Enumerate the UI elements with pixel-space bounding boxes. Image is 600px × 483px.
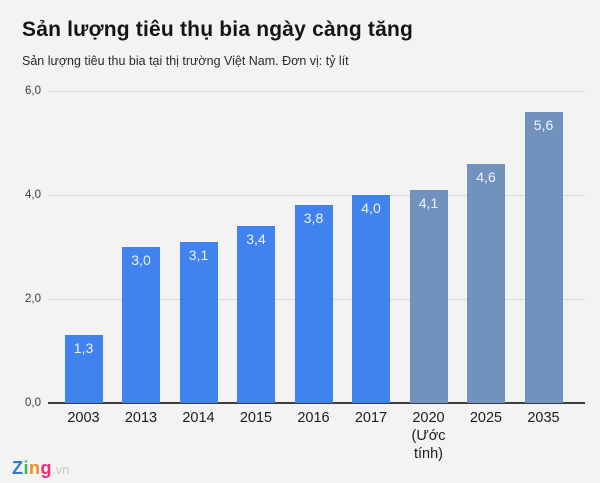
bar-value-label: 3,8 [303, 210, 324, 226]
x-axis-label: 2013 [124, 410, 158, 426]
x-axis-baseline [48, 402, 585, 404]
x-axis-label: 2015 [239, 410, 273, 426]
x-axis-label: 2020 (Ước tính) [411, 410, 446, 463]
x-axis-label: 2016 [297, 410, 330, 426]
bar-2003: 1,3 [64, 335, 103, 403]
gridline [48, 195, 585, 196]
bar-2035: 5,6 [524, 112, 563, 403]
bar-value-label: 4,1 [418, 195, 439, 211]
logo-letter: i [23, 458, 30, 478]
x-axis-label: 2017 [354, 410, 388, 426]
y-axis-tick-label: 0,0 [25, 397, 41, 409]
bar-2017: 4,0 [352, 195, 390, 403]
logo-letter: g [40, 458, 53, 478]
chart-subtitle: Sản lượng tiêu thu bia tại thị trường Vi… [22, 54, 349, 68]
bar-value-label: 3,0 [131, 252, 151, 268]
bar-value-label: 4,0 [361, 200, 381, 216]
logo-suffix: .vn [52, 462, 70, 477]
x-axis-label: 2014 [182, 410, 215, 426]
logo-letter: n [29, 458, 41, 478]
logo-letter: Z [12, 458, 24, 478]
bar-value-label: 5,6 [533, 117, 554, 133]
zing-vn-logo: Zing.vn [12, 458, 69, 479]
bar-2016: 3,8 [294, 205, 333, 403]
y-axis-tick-label: 4,0 [25, 189, 41, 201]
chart-title: Sản lượng tiêu thụ bia ngày càng tăng [22, 18, 414, 41]
gridline [48, 91, 585, 92]
bar-value-label: 1,3 [73, 340, 94, 356]
y-axis-tick-label: 6,0 [25, 85, 41, 97]
bar-value-label: 3,4 [246, 231, 266, 247]
y-axis-tick-label: 2,0 [25, 293, 41, 305]
bar-2020: 4,1 [409, 190, 448, 403]
bar-2013: 3,0 [122, 247, 160, 403]
bar-2014: 3,1 [179, 242, 218, 403]
x-axis-label: 2025 [469, 410, 503, 426]
bar-chart-plot-area: 0,0 2,0 4,0 6,0 1,3 2003 3,0 2013 3,1 2014 3,4 2015… [25, 85, 585, 462]
bar-2025: 4,6 [467, 164, 505, 403]
x-axis-label: 2003 [67, 410, 100, 426]
x-axis-label: 2035 [527, 410, 560, 426]
bar-value-label: 3,1 [188, 247, 209, 263]
bar-value-label: 4,6 [476, 169, 496, 185]
bar-2015: 3,4 [237, 226, 275, 403]
